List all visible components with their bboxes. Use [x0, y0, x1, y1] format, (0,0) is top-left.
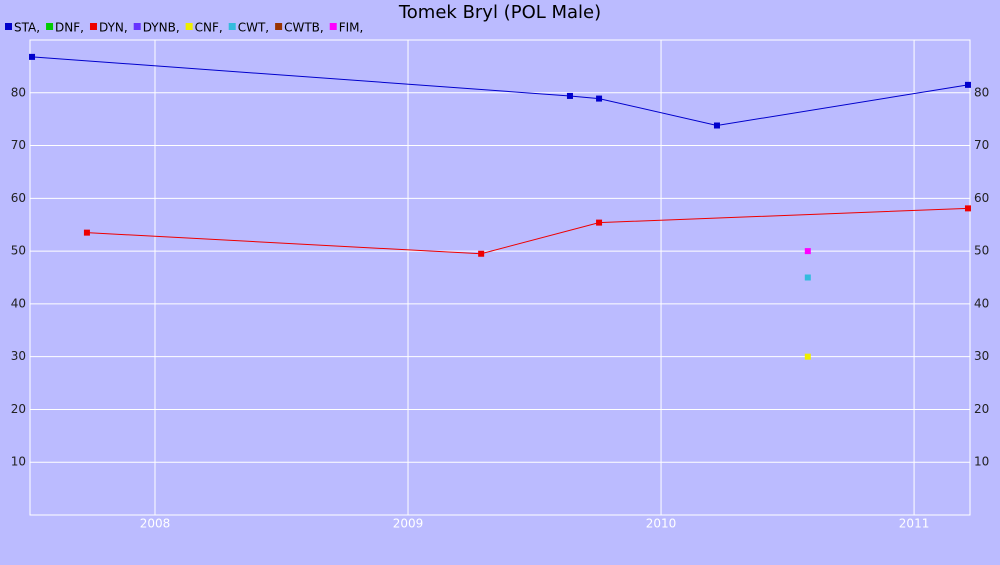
series-line: [86, 207, 968, 255]
legend-label: CWTB,: [284, 21, 324, 35]
legend-swatch: [133, 23, 141, 30]
legend-swatch: [228, 23, 236, 30]
y-tick-label: 60: [11, 191, 26, 205]
y-tick-label: 20: [11, 402, 26, 416]
y2-tick-label: 20: [974, 402, 989, 416]
data-point: [596, 95, 603, 102]
data-point: [478, 250, 485, 257]
data-point: [596, 219, 603, 226]
data-point: [29, 53, 36, 60]
y2-tick-label: 70: [974, 138, 989, 152]
legend-label: FIM,: [339, 21, 364, 35]
data-point: [713, 122, 720, 129]
y-tick-label: 30: [11, 349, 26, 363]
y-tick-label: 10: [11, 455, 26, 469]
plot-area: [29, 39, 971, 516]
data-point: [83, 229, 90, 236]
legend-swatch: [329, 23, 337, 30]
y-tick-label: 40: [11, 296, 26, 310]
y2-tick-label: 10: [974, 455, 989, 469]
legend-swatch: [46, 23, 54, 30]
legend-label: STA,: [14, 21, 40, 35]
x-tick-label: 2008: [140, 517, 171, 531]
x-tick-label: 2011: [899, 517, 930, 531]
legend-swatch: [185, 23, 193, 30]
y2-tick-label: 60: [974, 191, 989, 205]
y-tick-label: 80: [11, 85, 26, 99]
y2-tick-label: 40: [974, 296, 989, 310]
legend-swatch: [5, 23, 12, 30]
data-point: [804, 274, 811, 281]
y-tick-label: 50: [11, 244, 26, 258]
data-point: [566, 92, 573, 99]
y2-tick-label: 30: [974, 349, 989, 363]
legend-label: CNF,: [195, 21, 223, 35]
data-point: [804, 248, 811, 255]
legend-label: CWT,: [238, 21, 269, 35]
data-point: [964, 205, 971, 212]
chart-title: Tomek Bryl (POL Male): [398, 2, 601, 23]
data-point: [804, 353, 811, 360]
y-tick-label: 70: [11, 138, 26, 152]
legend-label: DYN,: [99, 21, 128, 35]
y2-tick-label: 80: [974, 85, 989, 99]
data-point: [964, 81, 971, 88]
legend-label: DNF,: [55, 21, 84, 35]
x-tick-label: 2010: [646, 517, 677, 531]
legend-swatch: [275, 23, 283, 30]
x-tick-label: 2009: [393, 517, 424, 531]
legend-label: DYNB,: [143, 21, 180, 35]
legend-swatch: [89, 23, 97, 30]
y2-tick-label: 50: [974, 244, 989, 258]
